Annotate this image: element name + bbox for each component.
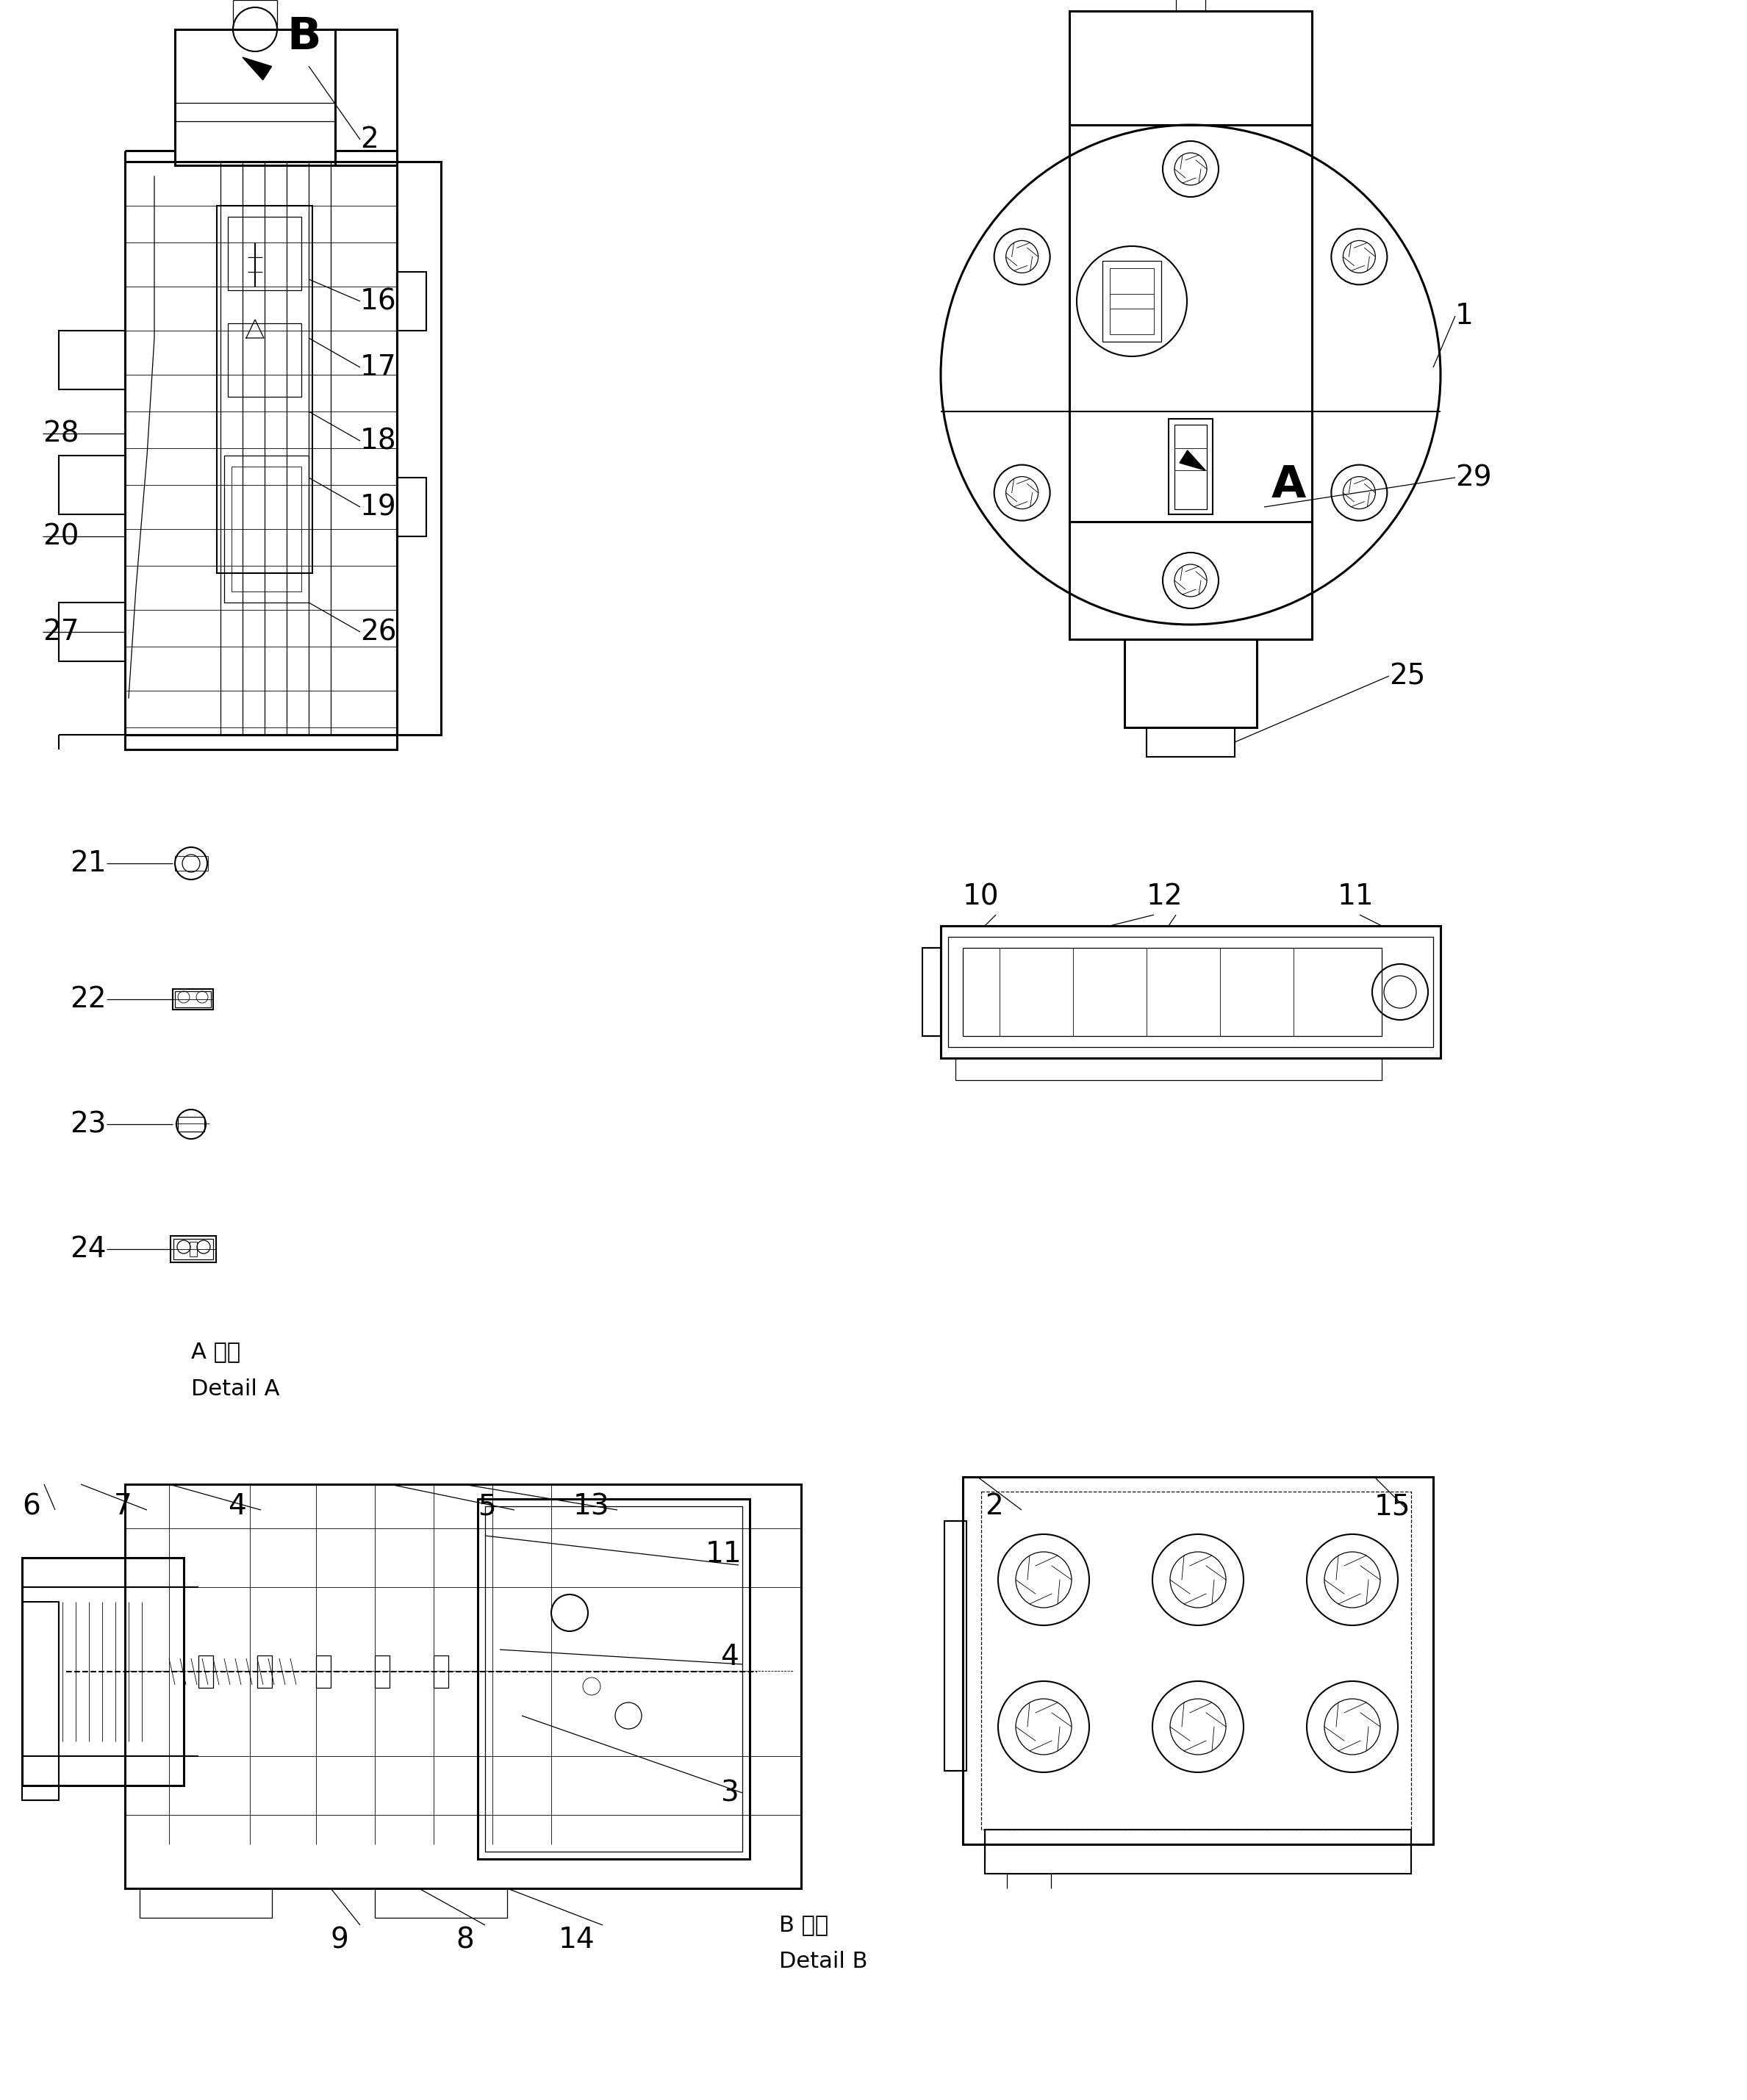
Bar [1069,521,1312,638]
Text: A 詳細: A 詳細 [190,1342,241,1363]
Bar [175,29,335,166]
Bar [316,1655,330,1688]
Text: 25: 25 [1389,662,1426,691]
Bar [126,162,397,735]
Bar [23,1558,183,1785]
Bar [963,947,1382,1035]
Text: 12: 12 [1146,882,1183,911]
Text: 20: 20 [42,523,79,550]
Bar [232,466,300,592]
Text: 5: 5 [477,1493,496,1520]
Text: 24: 24 [70,1235,107,1262]
Text: 6: 6 [23,1493,40,1520]
Bar [945,1520,966,1770]
Text: 17: 17 [360,353,397,382]
Text: 18: 18 [360,426,397,456]
Bar [173,989,213,1010]
Bar [1125,638,1256,727]
Polygon shape [1179,449,1205,470]
Bar [59,330,126,388]
Text: B: B [287,15,321,59]
Bar [173,1239,213,1260]
Bar [23,1602,59,1800]
Text: Detail A: Detail A [190,1378,280,1399]
Bar [257,1655,273,1688]
Text: 10: 10 [963,882,999,911]
Text: 23: 23 [70,1111,107,1138]
Bar [1176,0,1205,10]
Bar [227,323,300,397]
Bar [486,1506,742,1852]
Bar [217,206,313,573]
Bar [940,926,1441,1058]
Bar [224,456,309,603]
Text: 2: 2 [985,1493,1003,1520]
Bar [1169,418,1212,514]
Text: 15: 15 [1375,1493,1412,1520]
Text: A: A [1272,464,1307,506]
Text: 2: 2 [360,126,379,153]
Bar [376,1655,390,1688]
Bar [178,1117,204,1132]
Bar [982,1491,1412,1829]
Bar [985,1829,1412,1873]
Text: 13: 13 [573,1493,610,1520]
Bar [190,1241,197,1256]
Bar [376,1888,507,1917]
Bar [922,947,940,1035]
Bar [227,216,300,290]
Bar [126,1485,802,1888]
Bar [335,29,397,166]
Bar [126,735,397,750]
Text: 28: 28 [42,420,79,447]
Text: 26: 26 [360,617,397,647]
Bar [949,937,1433,1048]
Polygon shape [243,57,271,80]
Bar [175,991,211,1008]
Bar [963,1476,1433,1844]
Bar [1109,269,1153,334]
Text: 14: 14 [559,1926,596,1953]
Text: 16: 16 [360,288,397,315]
Text: 19: 19 [360,494,397,521]
Bar [59,456,126,514]
Bar [397,271,426,330]
Bar [956,1058,1382,1079]
Bar [59,603,126,662]
Bar [397,477,426,536]
Text: 4: 4 [227,1493,246,1520]
Text: 4: 4 [720,1642,739,1672]
Text: 1: 1 [1455,302,1473,330]
Text: 22: 22 [70,985,107,1014]
Text: 3: 3 [720,1779,739,1806]
Bar [1102,260,1162,342]
Text: 29: 29 [1455,464,1492,491]
Bar [175,857,208,871]
Bar [171,1237,217,1262]
Bar [433,1655,449,1688]
Bar [1069,10,1312,124]
Text: 9: 9 [330,1926,349,1953]
Text: 11: 11 [706,1539,742,1569]
Bar [1174,424,1207,508]
Bar [140,1888,273,1917]
Text: 21: 21 [70,848,107,878]
Text: 7: 7 [114,1493,133,1520]
Bar [477,1499,749,1858]
Bar [1146,727,1235,756]
Text: 8: 8 [456,1926,473,1953]
Text: Detail B: Detail B [779,1951,868,1972]
Text: 11: 11 [1338,882,1375,911]
Bar [397,162,440,735]
Text: B 詳細: B 詳細 [779,1915,828,1936]
Text: 27: 27 [42,617,79,647]
Bar [199,1655,213,1688]
